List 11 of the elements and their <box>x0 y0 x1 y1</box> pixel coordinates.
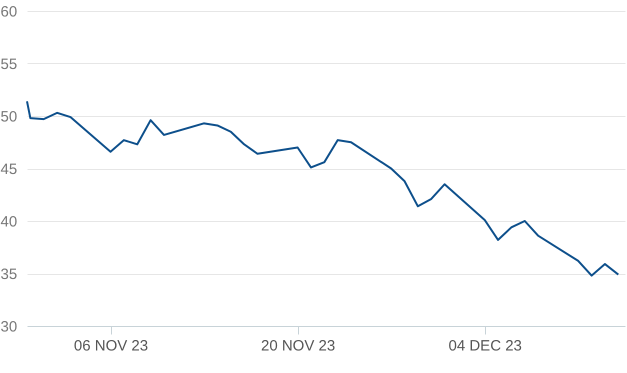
y-tick-label: 30 <box>0 318 18 336</box>
y-tick-label: 50 <box>0 108 18 126</box>
y-tick-label: 40 <box>0 214 18 230</box>
y-tick-label: 60 <box>0 4 18 20</box>
x-tick-label: 06 NOV 23 <box>74 338 148 354</box>
y-tick-label: 55 <box>0 56 18 73</box>
line-series <box>26 100 620 277</box>
y-tick-label: 35 <box>0 266 18 283</box>
y-tick-label: 45 <box>0 161 18 178</box>
x-tick-label: 20 NOV 23 <box>260 338 336 354</box>
x-tick-label: 04 DEC 23 <box>448 338 522 354</box>
